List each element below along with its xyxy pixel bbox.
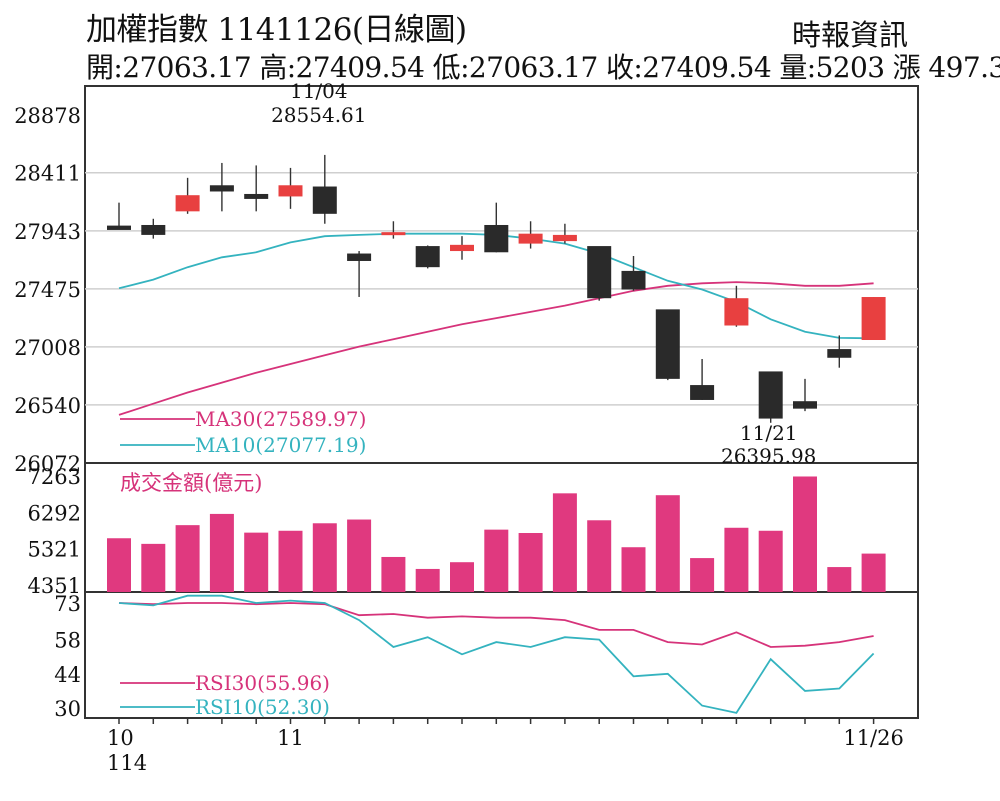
low-annotation-value: 26395.98 xyxy=(721,444,816,468)
volume-bar xyxy=(312,523,337,592)
candle-body xyxy=(381,232,406,236)
plot-frame xyxy=(84,85,919,719)
rsi-tick-label: 44 xyxy=(54,663,81,687)
candle-body xyxy=(690,385,715,400)
candle-body xyxy=(552,234,577,242)
volume-panel-label: 成交金額(億元) xyxy=(120,471,262,495)
volume-bar xyxy=(209,513,234,592)
volume-bar xyxy=(107,538,131,592)
volume-bar xyxy=(621,547,646,592)
candle-body xyxy=(244,193,269,199)
candle-body xyxy=(347,253,372,261)
volume-bar xyxy=(141,543,166,592)
volume-tick-label: 5321 xyxy=(28,538,81,562)
x-tick-label: 11 xyxy=(277,726,304,750)
candle-body xyxy=(141,224,166,235)
rsi30-line xyxy=(118,602,874,648)
volume-bar xyxy=(587,520,612,592)
candle-body xyxy=(107,225,131,230)
candle-body xyxy=(827,349,852,358)
x-tick-label: 114 xyxy=(107,751,147,775)
price-tick-label: 27008 xyxy=(14,336,81,360)
candle-body xyxy=(312,186,337,214)
volume-bar xyxy=(861,553,886,592)
candle-body xyxy=(793,401,817,409)
rsi-tick-label: 73 xyxy=(54,592,81,616)
volume-bar xyxy=(450,562,474,592)
volume-bar xyxy=(793,476,817,592)
volume-tick-label: 4351 xyxy=(28,574,81,598)
volume-bar xyxy=(552,493,577,592)
rsi10-line xyxy=(118,594,875,714)
price-tick-label: 26540 xyxy=(14,394,81,418)
high-annotation-date: 11/04 xyxy=(290,79,348,103)
volume-bar xyxy=(381,556,406,592)
low-annotation-date: 11/21 xyxy=(740,421,798,445)
volume-bar xyxy=(415,568,440,592)
candle-body xyxy=(861,297,886,341)
volume-tick-label: 7263 xyxy=(28,465,81,489)
rsi-legend-label: RSI30(55.96) xyxy=(195,671,330,695)
volume-bar xyxy=(175,525,200,592)
candle-body xyxy=(450,244,474,252)
ma30-line xyxy=(118,281,874,416)
candle-body xyxy=(209,185,234,192)
price-tick-label: 27475 xyxy=(14,278,81,302)
candle-body xyxy=(518,233,543,244)
volume-bar xyxy=(518,533,543,592)
volume-bar xyxy=(347,519,372,592)
volume-tick-label: 6292 xyxy=(28,501,81,525)
chart-title: 加權指數 1141126(日線圖) xyxy=(86,12,467,48)
volume-bar xyxy=(758,530,783,592)
ohlc-summary: 開:27063.17 高:27409.54 低:27063.17 收:27409… xyxy=(86,51,1000,84)
candle-body xyxy=(415,246,440,268)
candle-body xyxy=(724,298,749,326)
rsi-legend-label: RSI10(52.30) xyxy=(195,695,330,719)
volume-bar xyxy=(484,529,509,592)
rsi-tick-label: 58 xyxy=(54,629,81,653)
candle-body xyxy=(484,224,509,253)
price-legend-label: MA30(27589.97) xyxy=(195,407,366,431)
candle-body xyxy=(758,371,783,419)
volume-bar xyxy=(827,567,852,592)
x-tick-label: 11/26 xyxy=(843,726,904,750)
candle-body xyxy=(175,195,200,212)
x-tick-label: 10 xyxy=(107,726,134,750)
volume-bar xyxy=(655,495,680,592)
price-tick-label: 28411 xyxy=(14,162,81,186)
price-tick-label: 28878 xyxy=(14,104,81,128)
volume-bar xyxy=(244,532,269,592)
rsi-tick-label: 30 xyxy=(54,697,81,721)
high-annotation-value: 28554.61 xyxy=(271,103,366,127)
volume-bar xyxy=(278,530,303,592)
price-legend-label: MA10(27077.19) xyxy=(195,433,366,457)
volume-bar xyxy=(724,527,749,592)
candle-body xyxy=(621,270,646,290)
volume-bar xyxy=(690,558,715,592)
price-tick-label: 27943 xyxy=(14,220,81,244)
price-tick-label: 26072 xyxy=(14,452,81,476)
chart-source: 時報資訊 xyxy=(792,18,909,52)
candle-body xyxy=(278,185,303,197)
candle-body xyxy=(655,309,680,379)
candle-body xyxy=(587,246,612,299)
